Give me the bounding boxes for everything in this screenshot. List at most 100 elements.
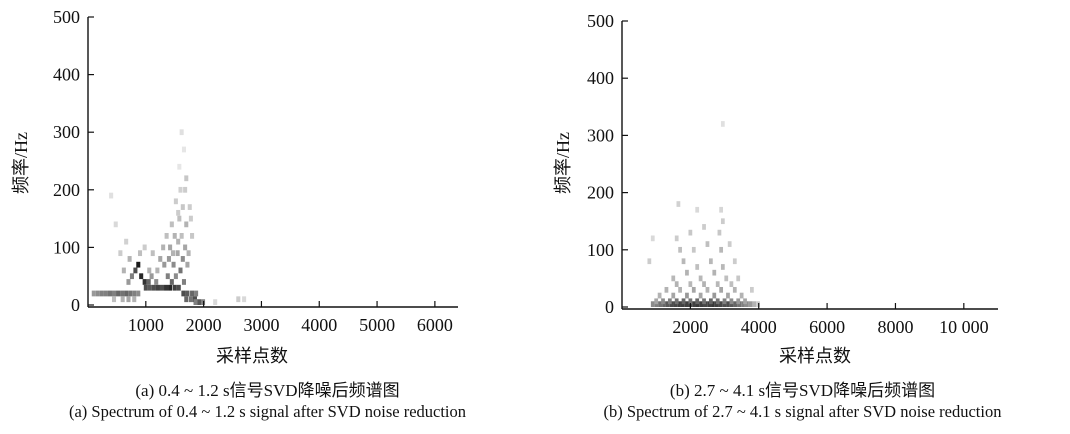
- chart-b-heatmap-cell: [702, 281, 706, 287]
- chart-b-heatmap-cell: [657, 292, 662, 299]
- chart-a-x-tick-label: 4000: [301, 315, 337, 335]
- chart-b-heatmap-cell: [711, 301, 715, 307]
- chart-b-heatmap-cell: [658, 301, 663, 307]
- chart-b-heatmap-cell: [729, 298, 734, 305]
- chart-b-heatmap-cell: [681, 258, 686, 265]
- chart-b-heatmap-cell: [695, 298, 700, 305]
- chart-a-heatmap-cell: [111, 290, 117, 297]
- chart-a-heatmap-cell: [242, 296, 247, 303]
- chart-b-heatmap-cell: [726, 292, 730, 299]
- chart-b-heatmap-cell: [667, 298, 672, 305]
- chart-a-heatmap-cell: [136, 290, 141, 297]
- chart-b-y-tick-label: 100: [587, 240, 614, 260]
- chart-b-heatmap-cell: [715, 298, 720, 305]
- chart-a-heatmap-cell: [143, 284, 148, 291]
- chart-a-heatmap-cell: [181, 146, 186, 153]
- chart-a-heatmap-cell: [176, 238, 181, 245]
- chart-b-x-tick-label: 10 000: [939, 317, 989, 337]
- chart-b-heatmap-cell: [708, 258, 713, 265]
- chart-a-heatmap-cell: [188, 296, 193, 303]
- chart-b-heatmap-cell: [664, 286, 669, 293]
- chart-b-heatmap-cell: [674, 235, 679, 242]
- chart-a-x-tick-label: 6000: [417, 315, 453, 335]
- chart-a-heatmap-cell: [172, 284, 177, 291]
- chart-b-heatmap-cell: [681, 298, 686, 305]
- chart-a-heatmap-cell: [95, 290, 100, 297]
- chart-a-heatmap-cell: [138, 250, 143, 257]
- chart-a-heatmap-cell: [147, 267, 152, 274]
- chart-b-heatmap-cell: [674, 281, 679, 287]
- chart-a-heatmap-cell: [176, 209, 181, 216]
- chart-a-heatmap-cell: [161, 244, 166, 251]
- chart-a-heatmap-cell: [179, 129, 184, 136]
- chart-b-heatmap-cell: [650, 235, 655, 242]
- chart-a-heatmap-cell: [118, 250, 123, 257]
- chart-a-y-tick-label: 0: [71, 295, 80, 315]
- chart-a-heatmap-cell: [173, 273, 178, 280]
- chart-b-heatmap-cell: [674, 298, 679, 305]
- chart-a-heatmap-cell: [188, 215, 193, 222]
- chart-a-heatmap-cell: [185, 261, 190, 268]
- chart-a-heatmap-cell: [120, 296, 125, 303]
- chart-a-heatmap-cell: [150, 250, 155, 257]
- chart-b-heatmap-cell: [719, 286, 724, 293]
- chart-a-heatmap-cell: [146, 279, 151, 285]
- chart-a-heatmap-cell: [175, 250, 180, 257]
- chart-b-heatmap-cell: [691, 286, 696, 293]
- chart-a-heatmap-cell: [124, 238, 129, 245]
- chart-a-heatmap-cell: [178, 267, 183, 274]
- chart-b-heatmap-cell: [665, 301, 670, 307]
- chart-a-heatmap-cell: [158, 256, 163, 262]
- chart-a-heatmap-cell: [165, 273, 170, 280]
- chart-a-heatmap-cell: [190, 233, 195, 239]
- spectrum-chart-a: 0 100 200 300 400 500 1000 2000 3000 4000 5000 6000…: [11, 7, 466, 421]
- chart-a-heatmap-cell: [190, 290, 195, 297]
- chart-a-heatmap-cell: [169, 279, 174, 285]
- chart-b-heatmap-cell: [650, 301, 655, 307]
- chart-b-heatmap-cell: [678, 246, 682, 253]
- chart-a-heatmap-cell: [124, 290, 129, 297]
- chart-b-heatmap-cell: [756, 301, 760, 307]
- chart-a-heatmap-cell: [116, 290, 121, 297]
- chart-b-heatmap-cell: [708, 298, 713, 305]
- chart-b-x-tick-label: 4000: [741, 317, 777, 337]
- chart-a-heatmap-cell: [155, 267, 160, 274]
- chart-b-heatmap-cell: [654, 298, 659, 305]
- chart-a-heatmap-cell: [136, 261, 141, 268]
- chart-b-heatmap-cell: [692, 301, 697, 307]
- chart-a-x-axis-title: 采样点数: [216, 346, 288, 366]
- chart-b-heatmap-cell: [724, 275, 729, 282]
- chart-b-heatmap-cell: [752, 301, 757, 307]
- chart-b-x-tick-label: 6000: [809, 317, 845, 337]
- chart-a-heatmap-cell: [155, 284, 160, 291]
- chart-b-caption-cn: (b) 2.7 ~ 4.1 s信号SVD降噪后频谱图: [669, 381, 936, 400]
- chart-a-heatmap-cell: [213, 299, 218, 305]
- chart-b-heatmap-cell: [695, 264, 700, 270]
- chart-a-heatmap-cell: [169, 221, 174, 228]
- chart-a-heatmap-cell: [164, 233, 169, 239]
- chart-b-y-tick-label: 300: [587, 125, 614, 145]
- chart-b-y-tick-label: 200: [587, 183, 614, 203]
- chart-b-heatmap-cell: [661, 298, 665, 305]
- chart-b-heatmap-cell: [712, 292, 717, 299]
- chart-b-heatmap-cell: [699, 301, 704, 307]
- chart-a-heatmap-cell: [109, 192, 114, 199]
- chart-b-x-axis-title: 采样点数: [779, 346, 851, 366]
- chart-a-heatmap-cell: [162, 261, 167, 268]
- chart-a-heatmap-cell: [151, 284, 156, 291]
- chart-a-heatmap-cell: [178, 186, 183, 193]
- chart-a-heatmap-cell: [121, 267, 126, 274]
- chart-b-heatmap-cell: [702, 224, 706, 230]
- chart-a-heatmap-cell: [164, 284, 169, 291]
- chart-b-heatmap-cell: [722, 298, 727, 305]
- chart-b-heatmap-cell: [647, 258, 652, 265]
- chart-b-heatmap-cell: [743, 298, 747, 305]
- chart-b-heatmap-cell: [719, 246, 724, 253]
- chart-a-heatmap-cell: [147, 284, 152, 291]
- chart-a-heatmap-cell: [132, 290, 137, 297]
- chart-a-heatmap-cell: [187, 204, 192, 210]
- chart-a-heatmap-cell: [181, 290, 186, 297]
- chart-b-heatmap-cell: [698, 292, 703, 299]
- chart-b-heatmap-cell: [720, 264, 725, 270]
- chart-a-heatmap-cell: [133, 267, 138, 274]
